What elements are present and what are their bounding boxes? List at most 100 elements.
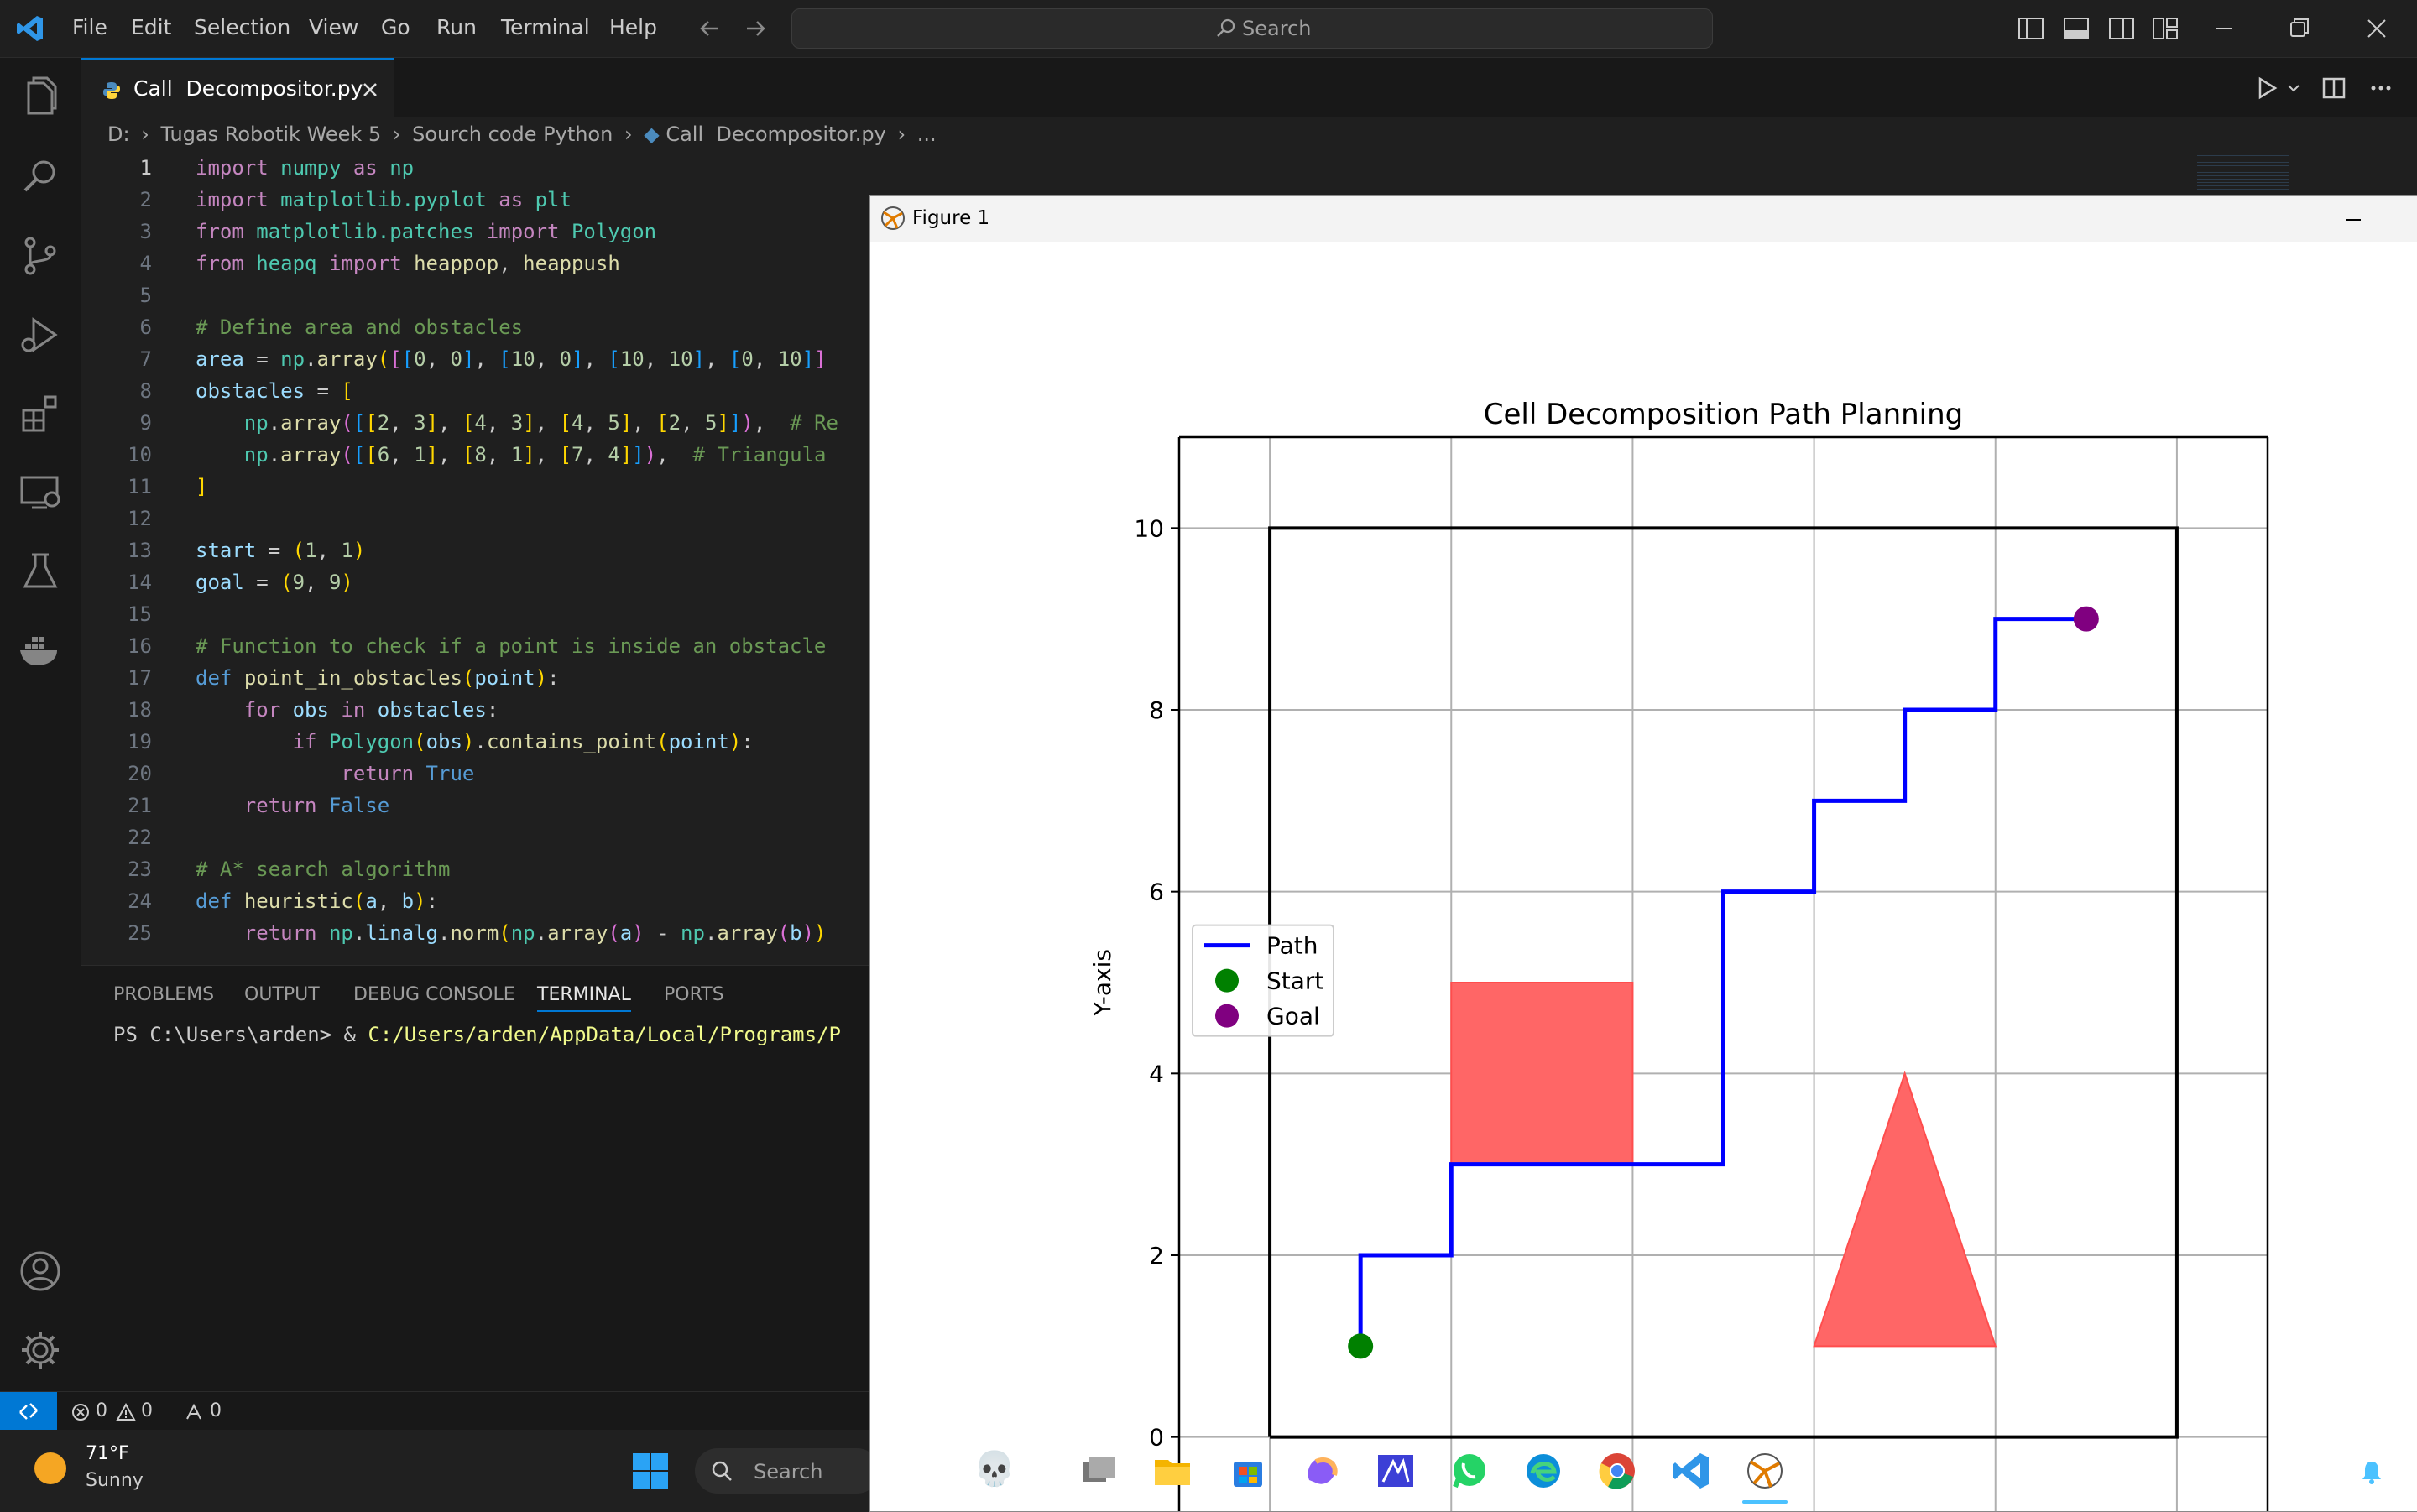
y-tick-label: 6: [1149, 879, 1164, 906]
legend-label: Path: [1266, 932, 1318, 960]
code-line: return True: [341, 762, 475, 785]
matplotlib-figure-window[interactable]: Figure 1 0 2 4 6 8 10 Cell Decomposition Path …: [869, 195, 2417, 1512]
python-figure-taskbar-icon[interactable]: [1744, 1450, 1786, 1492]
breadcrumb-folder-1[interactable]: Tugas Robotik Week 5: [160, 123, 382, 146]
toggle-secondary-sidebar-icon[interactable]: [2105, 12, 2138, 45]
source-control-icon[interactable]: [17, 232, 64, 279]
split-editor-icon[interactable]: [2320, 74, 2348, 102]
back-arrow-icon[interactable]: [698, 17, 722, 40]
y-axis-label: Y-axis: [1088, 949, 1116, 1017]
breadcrumb-drive[interactable]: D:: [107, 123, 130, 146]
settings-gear-icon[interactable]: [17, 1327, 64, 1374]
y-tick-label: 0: [1149, 1424, 1164, 1452]
weather-condition[interactable]: Sunny: [86, 1470, 144, 1491]
menu-run[interactable]: Run: [436, 15, 477, 39]
run-python-file-icon[interactable]: [2253, 74, 2281, 102]
run-dropdown-chevron-icon[interactable]: [2286, 81, 2301, 96]
testing-icon[interactable]: [17, 548, 64, 595]
terminal-output[interactable]: PS C:\Users\arden> & C:/Users/arden/AppD…: [113, 1023, 841, 1046]
code-line: # Define area and obstacles: [196, 315, 524, 339]
menu-view[interactable]: View: [309, 15, 359, 39]
tab-debug-console[interactable]: DEBUG CONSOLE: [353, 984, 515, 1005]
menu-selection[interactable]: Selection: [194, 15, 291, 39]
code-line: # Function to check if a point is inside…: [196, 634, 827, 658]
figure-minimize-icon[interactable]: [2341, 207, 2366, 232]
python-file-icon: [103, 82, 120, 99]
close-window-icon[interactable]: [2360, 12, 2394, 45]
error-count[interactable]: 0: [96, 1400, 107, 1421]
notification-bell-icon[interactable]: [2358, 1458, 2385, 1485]
code-line: def point_in_obstacles(point):: [196, 666, 560, 690]
code-line: goal = (9, 9): [196, 571, 353, 594]
minimize-icon[interactable]: [2207, 12, 2241, 45]
customize-layout-icon[interactable]: [2148, 12, 2182, 45]
path-series-line: [1358, 617, 2086, 1347]
forward-arrow-icon[interactable]: [744, 17, 767, 40]
edge-browser-icon[interactable]: [1522, 1450, 1564, 1492]
start-marker: [1348, 1333, 1374, 1359]
code-editor[interactable]: 1 2 3 4 5 6 7 8 9 10 11 12 13 14 15 16 17 18 19 20 21 22 23 24 2…: [81, 151, 870, 963]
windows-start-icon[interactable]: [631, 1452, 670, 1490]
y-tick-label: 8: [1149, 696, 1164, 724]
file-explorer-icon[interactable]: [1151, 1450, 1193, 1492]
warning-icon[interactable]: [116, 1402, 136, 1422]
code-line: if Polygon(obs).contains_point(point):: [292, 730, 754, 753]
sun-weather-icon[interactable]: [32, 1450, 69, 1487]
error-icon[interactable]: [70, 1402, 91, 1422]
line-number: 7: [139, 347, 152, 371]
code-line: from heapq import heappop, heappush: [196, 252, 620, 275]
vscode-logo-icon[interactable]: [15, 13, 45, 44]
menu-file[interactable]: File: [72, 15, 107, 39]
weather-temperature[interactable]: 71°F: [86, 1443, 129, 1464]
menu-edit[interactable]: Edit: [131, 15, 172, 39]
figure-window-title: Figure 1: [912, 207, 990, 229]
toggle-panel-icon[interactable]: [2059, 12, 2093, 45]
line-number: 15: [128, 602, 152, 626]
legend-label: Goal: [1266, 1003, 1320, 1030]
python-file-icon: ◆: [644, 123, 660, 146]
menu-go[interactable]: Go: [381, 15, 410, 39]
tab-call-decompositor[interactable]: Call Decompositor.py: [81, 58, 394, 118]
command-center-search[interactable]: Search: [791, 8, 1713, 49]
breadcrumb-file[interactable]: Call Decompositor.py: [666, 123, 886, 146]
whatsapp-icon[interactable]: [1449, 1450, 1490, 1492]
widgets-icon[interactable]: 💀: [974, 1450, 1015, 1489]
tab-output[interactable]: OUTPUT: [244, 984, 320, 1005]
remote-indicator[interactable]: [0, 1392, 57, 1431]
code-line: for obs in obstacles:: [243, 698, 499, 722]
remote-explorer-icon[interactable]: [17, 469, 64, 516]
warning-count[interactable]: 0: [141, 1400, 153, 1421]
breadcrumb-folder-2[interactable]: Sourch code Python: [412, 123, 613, 146]
accounts-icon[interactable]: [17, 1248, 64, 1295]
close-tab-icon[interactable]: [358, 78, 382, 102]
vscode-taskbar-icon[interactable]: [1670, 1450, 1712, 1492]
menu-terminal[interactable]: Terminal: [501, 15, 590, 39]
ports-count[interactable]: 0: [210, 1400, 222, 1421]
microsoft-store-icon[interactable]: [1227, 1450, 1269, 1492]
minimap[interactable]: [2197, 153, 2289, 191]
breadcrumb-more[interactable]: ...: [916, 123, 937, 146]
copilot-icon[interactable]: [1301, 1450, 1343, 1492]
tab-terminal[interactable]: TERMINAL: [537, 984, 631, 1012]
toggle-sidebar-icon[interactable]: [2014, 12, 2048, 45]
tab-label: Call Decompositor.py: [133, 76, 363, 101]
ports-forwarded-icon[interactable]: [183, 1402, 205, 1422]
run-debug-icon[interactable]: [17, 311, 64, 358]
explorer-icon[interactable]: [17, 75, 64, 122]
search-view-icon[interactable]: [17, 154, 64, 201]
chrome-browser-icon[interactable]: [1596, 1450, 1638, 1492]
restore-icon[interactable]: [2283, 12, 2316, 45]
menu-help[interactable]: Help: [609, 15, 657, 39]
tab-ports[interactable]: PORTS: [664, 984, 724, 1005]
more-actions-icon[interactable]: [2367, 74, 2395, 102]
chevron-right-icon: ›: [141, 123, 149, 146]
tab-problems[interactable]: PROBLEMS: [113, 984, 215, 1005]
search-label: Search: [1242, 17, 1312, 40]
extensions-icon[interactable]: [17, 390, 64, 437]
figure-title-bar[interactable]: Figure 1: [870, 196, 2417, 242]
task-view-icon[interactable]: [1078, 1450, 1120, 1492]
taskbar-search[interactable]: Search: [695, 1448, 880, 1494]
docker-icon[interactable]: [17, 627, 64, 674]
code-line: area = np.array([[0, 0], [10, 0], [10, 1…: [196, 347, 827, 371]
mathworks-icon[interactable]: [1375, 1450, 1417, 1492]
